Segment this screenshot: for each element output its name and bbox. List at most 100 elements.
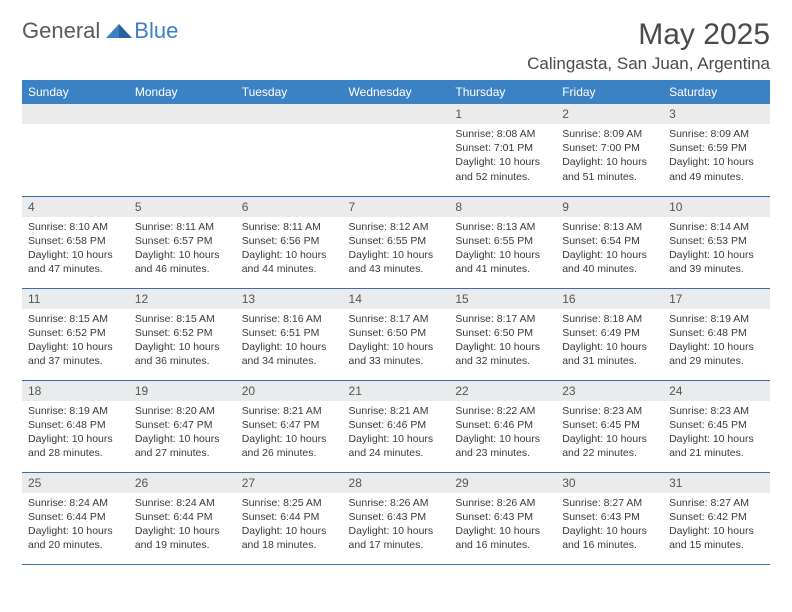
calendar-cell: 21Sunrise: 8:21 AMSunset: 6:46 PMDayligh… <box>343 380 450 472</box>
weekday-header: Friday <box>556 80 663 104</box>
day-details: Sunrise: 8:22 AMSunset: 6:46 PMDaylight:… <box>449 401 556 467</box>
day-details: Sunrise: 8:11 AMSunset: 6:56 PMDaylight:… <box>236 217 343 283</box>
calendar-cell: 28Sunrise: 8:26 AMSunset: 6:43 PMDayligh… <box>343 472 450 564</box>
daylight-line: Daylight: 10 hours and 43 minutes. <box>349 248 444 276</box>
logo-text-general: General <box>22 18 100 44</box>
calendar-cell: 18Sunrise: 8:19 AMSunset: 6:48 PMDayligh… <box>22 380 129 472</box>
day-number: 20 <box>236 381 343 401</box>
day-details: Sunrise: 8:20 AMSunset: 6:47 PMDaylight:… <box>129 401 236 467</box>
calendar-row: 11Sunrise: 8:15 AMSunset: 6:52 PMDayligh… <box>22 288 770 380</box>
calendar-cell: 23Sunrise: 8:23 AMSunset: 6:45 PMDayligh… <box>556 380 663 472</box>
weekday-header: Tuesday <box>236 80 343 104</box>
day-details: Sunrise: 8:26 AMSunset: 6:43 PMDaylight:… <box>343 493 450 559</box>
day-number: 2 <box>556 104 663 124</box>
sunset-line: Sunset: 6:58 PM <box>28 234 123 248</box>
daylight-line: Daylight: 10 hours and 27 minutes. <box>135 432 230 460</box>
calendar-cell: 5Sunrise: 8:11 AMSunset: 6:57 PMDaylight… <box>129 196 236 288</box>
weekday-header: Sunday <box>22 80 129 104</box>
day-details: Sunrise: 8:27 AMSunset: 6:43 PMDaylight:… <box>556 493 663 559</box>
day-number: 9 <box>556 197 663 217</box>
sunrise-line: Sunrise: 8:15 AM <box>28 312 123 326</box>
calendar-cell: 13Sunrise: 8:16 AMSunset: 6:51 PMDayligh… <box>236 288 343 380</box>
day-number: 24 <box>663 381 770 401</box>
calendar-cell: 3Sunrise: 8:09 AMSunset: 6:59 PMDaylight… <box>663 104 770 196</box>
day-details: Sunrise: 8:15 AMSunset: 6:52 PMDaylight:… <box>129 309 236 375</box>
sunset-line: Sunset: 6:52 PM <box>135 326 230 340</box>
sunset-line: Sunset: 6:55 PM <box>349 234 444 248</box>
day-details: Sunrise: 8:10 AMSunset: 6:58 PMDaylight:… <box>22 217 129 283</box>
day-details: Sunrise: 8:08 AMSunset: 7:01 PMDaylight:… <box>449 124 556 190</box>
day-details: Sunrise: 8:23 AMSunset: 6:45 PMDaylight:… <box>556 401 663 467</box>
sunset-line: Sunset: 6:51 PM <box>242 326 337 340</box>
sunset-line: Sunset: 6:57 PM <box>135 234 230 248</box>
sunrise-line: Sunrise: 8:17 AM <box>455 312 550 326</box>
day-number-empty <box>343 104 450 124</box>
daylight-line: Daylight: 10 hours and 32 minutes. <box>455 340 550 368</box>
calendar-cell: 11Sunrise: 8:15 AMSunset: 6:52 PMDayligh… <box>22 288 129 380</box>
sunset-line: Sunset: 6:55 PM <box>455 234 550 248</box>
calendar-cell: 30Sunrise: 8:27 AMSunset: 6:43 PMDayligh… <box>556 472 663 564</box>
daylight-line: Daylight: 10 hours and 18 minutes. <box>242 524 337 552</box>
calendar-cell: 2Sunrise: 8:09 AMSunset: 7:00 PMDaylight… <box>556 104 663 196</box>
daylight-line: Daylight: 10 hours and 17 minutes. <box>349 524 444 552</box>
calendar-cell: 19Sunrise: 8:20 AMSunset: 6:47 PMDayligh… <box>129 380 236 472</box>
sunrise-line: Sunrise: 8:24 AM <box>28 496 123 510</box>
calendar-table: SundayMondayTuesdayWednesdayThursdayFrid… <box>22 80 770 565</box>
day-details: Sunrise: 8:13 AMSunset: 6:55 PMDaylight:… <box>449 217 556 283</box>
daylight-line: Daylight: 10 hours and 36 minutes. <box>135 340 230 368</box>
daylight-line: Daylight: 10 hours and 47 minutes. <box>28 248 123 276</box>
day-details: Sunrise: 8:26 AMSunset: 6:43 PMDaylight:… <box>449 493 556 559</box>
calendar-cell <box>236 104 343 196</box>
calendar-cell: 20Sunrise: 8:21 AMSunset: 6:47 PMDayligh… <box>236 380 343 472</box>
daylight-line: Daylight: 10 hours and 49 minutes. <box>669 155 764 183</box>
daylight-line: Daylight: 10 hours and 29 minutes. <box>669 340 764 368</box>
day-number: 7 <box>343 197 450 217</box>
daylight-line: Daylight: 10 hours and 15 minutes. <box>669 524 764 552</box>
day-number: 25 <box>22 473 129 493</box>
sunset-line: Sunset: 7:01 PM <box>455 141 550 155</box>
weekday-header: Wednesday <box>343 80 450 104</box>
logo-triangle-icon <box>106 18 132 44</box>
calendar-cell: 22Sunrise: 8:22 AMSunset: 6:46 PMDayligh… <box>449 380 556 472</box>
day-number: 22 <box>449 381 556 401</box>
calendar-cell: 12Sunrise: 8:15 AMSunset: 6:52 PMDayligh… <box>129 288 236 380</box>
sunrise-line: Sunrise: 8:13 AM <box>455 220 550 234</box>
sunset-line: Sunset: 6:45 PM <box>562 418 657 432</box>
sunrise-line: Sunrise: 8:23 AM <box>669 404 764 418</box>
day-number: 23 <box>556 381 663 401</box>
day-details: Sunrise: 8:25 AMSunset: 6:44 PMDaylight:… <box>236 493 343 559</box>
sunrise-line: Sunrise: 8:25 AM <box>242 496 337 510</box>
daylight-line: Daylight: 10 hours and 28 minutes. <box>28 432 123 460</box>
calendar-cell <box>129 104 236 196</box>
calendar-cell: 9Sunrise: 8:13 AMSunset: 6:54 PMDaylight… <box>556 196 663 288</box>
day-number: 26 <box>129 473 236 493</box>
day-number: 4 <box>22 197 129 217</box>
daylight-line: Daylight: 10 hours and 41 minutes. <box>455 248 550 276</box>
sunrise-line: Sunrise: 8:16 AM <box>242 312 337 326</box>
day-details: Sunrise: 8:13 AMSunset: 6:54 PMDaylight:… <box>556 217 663 283</box>
sunset-line: Sunset: 6:50 PM <box>455 326 550 340</box>
day-details: Sunrise: 8:15 AMSunset: 6:52 PMDaylight:… <box>22 309 129 375</box>
day-details: Sunrise: 8:09 AMSunset: 7:00 PMDaylight:… <box>556 124 663 190</box>
calendar-cell: 8Sunrise: 8:13 AMSunset: 6:55 PMDaylight… <box>449 196 556 288</box>
weekday-header-row: SundayMondayTuesdayWednesdayThursdayFrid… <box>22 80 770 104</box>
day-details: Sunrise: 8:23 AMSunset: 6:45 PMDaylight:… <box>663 401 770 467</box>
day-number: 8 <box>449 197 556 217</box>
daylight-line: Daylight: 10 hours and 19 minutes. <box>135 524 230 552</box>
day-number: 5 <box>129 197 236 217</box>
sunrise-line: Sunrise: 8:26 AM <box>455 496 550 510</box>
sunset-line: Sunset: 6:44 PM <box>135 510 230 524</box>
day-number: 17 <box>663 289 770 309</box>
sunrise-line: Sunrise: 8:14 AM <box>669 220 764 234</box>
calendar-cell <box>343 104 450 196</box>
day-number: 3 <box>663 104 770 124</box>
calendar-cell: 31Sunrise: 8:27 AMSunset: 6:42 PMDayligh… <box>663 472 770 564</box>
weekday-header: Monday <box>129 80 236 104</box>
calendar-row: 1Sunrise: 8:08 AMSunset: 7:01 PMDaylight… <box>22 104 770 196</box>
title-block: May 2025 Calingasta, San Juan, Argentina <box>527 18 770 74</box>
sunset-line: Sunset: 6:43 PM <box>349 510 444 524</box>
day-details: Sunrise: 8:19 AMSunset: 6:48 PMDaylight:… <box>22 401 129 467</box>
sunrise-line: Sunrise: 8:24 AM <box>135 496 230 510</box>
sunset-line: Sunset: 6:46 PM <box>349 418 444 432</box>
day-details: Sunrise: 8:16 AMSunset: 6:51 PMDaylight:… <box>236 309 343 375</box>
